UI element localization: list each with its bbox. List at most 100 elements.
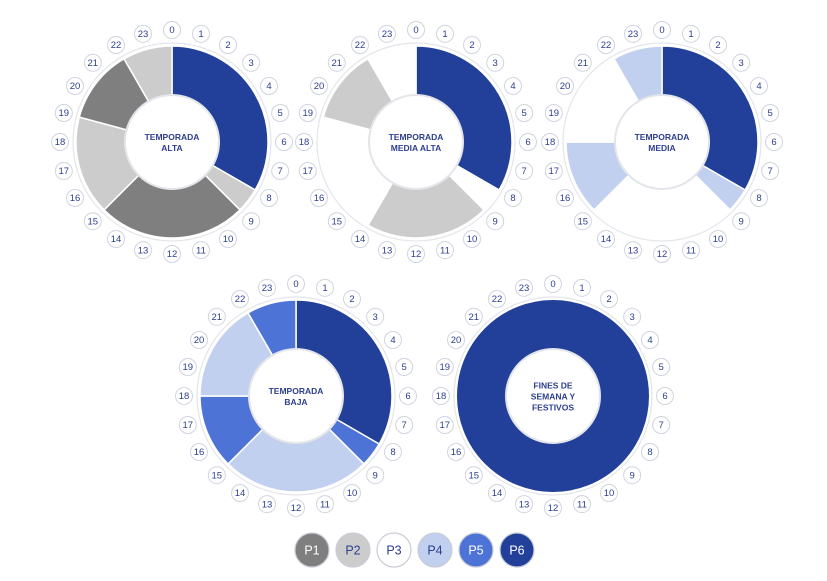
hour-bubble: 13 bbox=[515, 495, 534, 514]
hour-label: 8 bbox=[390, 447, 395, 458]
hour-bubble: 5 bbox=[515, 104, 534, 123]
hour-bubble: 4 bbox=[749, 77, 768, 95]
hour-bubble: 6 bbox=[519, 133, 537, 151]
hour-bubble-circle bbox=[515, 104, 534, 123]
legend-label: P2 bbox=[345, 544, 360, 558]
hour-label: 1 bbox=[322, 283, 327, 294]
hour-bubble: 6 bbox=[765, 133, 783, 151]
hour-bubble: 4 bbox=[640, 331, 659, 349]
hour-bubble: 9 bbox=[732, 212, 751, 231]
hour-bubble: 18 bbox=[175, 387, 193, 405]
hour-bubble: 12 bbox=[163, 245, 181, 263]
hour-label: 12 bbox=[167, 249, 178, 260]
hour-bubble-circle bbox=[258, 495, 277, 514]
hour-label: 12 bbox=[657, 249, 668, 260]
hour-label: 14 bbox=[492, 488, 503, 499]
hour-bubble-circle bbox=[259, 189, 278, 207]
hour-bubble-circle bbox=[463, 36, 481, 55]
hour-bubble-circle bbox=[749, 189, 768, 207]
hour-label: 12 bbox=[548, 503, 559, 514]
legend-label: P4 bbox=[427, 544, 442, 558]
hour-bubble: 16 bbox=[556, 189, 575, 207]
hour-bubble: 19 bbox=[178, 358, 197, 377]
hour-bubble: 7 bbox=[761, 161, 780, 180]
hour-bubble: 20 bbox=[66, 77, 85, 95]
hour-bubble-circle bbox=[395, 358, 414, 377]
hour-label: 8 bbox=[510, 193, 515, 204]
hour-label: 5 bbox=[522, 108, 527, 119]
hour-label: 21 bbox=[578, 58, 589, 69]
hour-label: 5 bbox=[659, 362, 664, 373]
hour-bubble-circle bbox=[275, 133, 293, 151]
hour-bubble: 2 bbox=[600, 290, 618, 309]
hour-label: 2 bbox=[225, 40, 230, 51]
hour-bubble-circle bbox=[624, 241, 643, 260]
hour-label: 18 bbox=[545, 137, 556, 148]
hour-bubble-circle bbox=[178, 358, 197, 377]
hour-bubble-circle bbox=[640, 443, 659, 461]
hour-bubble: 17 bbox=[54, 161, 73, 180]
hour-label: 0 bbox=[550, 279, 555, 290]
hour-label: 20 bbox=[560, 81, 571, 92]
hour-bubble: 0 bbox=[544, 275, 562, 293]
legend: P1 P2 P3 P4 P5 P6 bbox=[294, 532, 535, 568]
hour-bubble: 20 bbox=[190, 331, 209, 349]
hour-bubble: 18 bbox=[541, 133, 559, 151]
hour-label: 3 bbox=[373, 312, 378, 323]
hour-label: 0 bbox=[659, 25, 664, 36]
legend-item-p2: P2 bbox=[335, 532, 371, 568]
hour-bubble-circle bbox=[310, 77, 329, 95]
legend-swatch bbox=[499, 532, 535, 568]
hour-bubble: 23 bbox=[624, 24, 643, 43]
hour-bubble-circle bbox=[556, 77, 575, 95]
hour-bubble: 14 bbox=[488, 483, 506, 502]
hour-bubble-circle bbox=[515, 161, 534, 180]
legend-item-p3: P3 bbox=[376, 532, 412, 568]
hour-bubble-circle bbox=[624, 24, 643, 43]
hour-bubble-circle bbox=[519, 133, 537, 151]
hour-bubble: 23 bbox=[134, 24, 153, 43]
hour-label: 7 bbox=[522, 166, 527, 177]
hour-bubble: 2 bbox=[219, 36, 237, 55]
hour-bubble-circle bbox=[435, 241, 454, 260]
hour-label: 5 bbox=[278, 108, 283, 119]
hour-bubble-circle bbox=[178, 415, 197, 434]
hour-bubble: 12 bbox=[544, 499, 562, 517]
hour-bubble: 14 bbox=[231, 483, 249, 502]
hour-bubble: 10 bbox=[463, 229, 481, 248]
hour-bubble: 4 bbox=[383, 331, 402, 349]
legend-item-p6: P6 bbox=[499, 532, 535, 568]
hour-bubble: 19 bbox=[298, 104, 317, 123]
hour-label: 7 bbox=[768, 166, 773, 177]
hour-bubble: 11 bbox=[681, 241, 700, 260]
legend-swatch bbox=[458, 532, 494, 568]
hour-label: 7 bbox=[278, 166, 283, 177]
hour-label: 8 bbox=[756, 193, 761, 204]
hour-bubble: 18 bbox=[51, 133, 69, 151]
hour-bubble-circle bbox=[541, 133, 559, 151]
hour-bubble-circle bbox=[207, 466, 226, 485]
hour-bubble: 22 bbox=[351, 36, 369, 55]
hour-bubble: 15 bbox=[207, 466, 226, 485]
hour-label: 9 bbox=[630, 470, 635, 481]
legend-label: P1 bbox=[304, 544, 319, 558]
hour-bubble: 13 bbox=[134, 241, 153, 260]
hour-label: 14 bbox=[355, 234, 366, 245]
hour-label: 9 bbox=[739, 216, 744, 227]
hour-bubble: 18 bbox=[295, 133, 313, 151]
hour-bubble-circle bbox=[66, 189, 85, 207]
hour-bubble-circle bbox=[271, 104, 290, 123]
hour-label: 19 bbox=[183, 362, 194, 373]
hour-bubble-circle bbox=[191, 241, 210, 260]
hour-bubble-circle bbox=[315, 278, 334, 297]
hour-bubble-circle bbox=[653, 245, 671, 263]
hour-bubble-circle bbox=[259, 77, 278, 95]
hour-bubble-circle bbox=[653, 21, 671, 39]
legend-swatch bbox=[417, 532, 453, 568]
hour-bubble: 16 bbox=[190, 443, 209, 461]
hour-label: 17 bbox=[303, 166, 314, 177]
hour-label: 1 bbox=[198, 29, 203, 40]
hour-label: 11 bbox=[577, 499, 587, 510]
hour-bubble-circle bbox=[351, 229, 369, 248]
hour-bubble: 16 bbox=[66, 189, 85, 207]
